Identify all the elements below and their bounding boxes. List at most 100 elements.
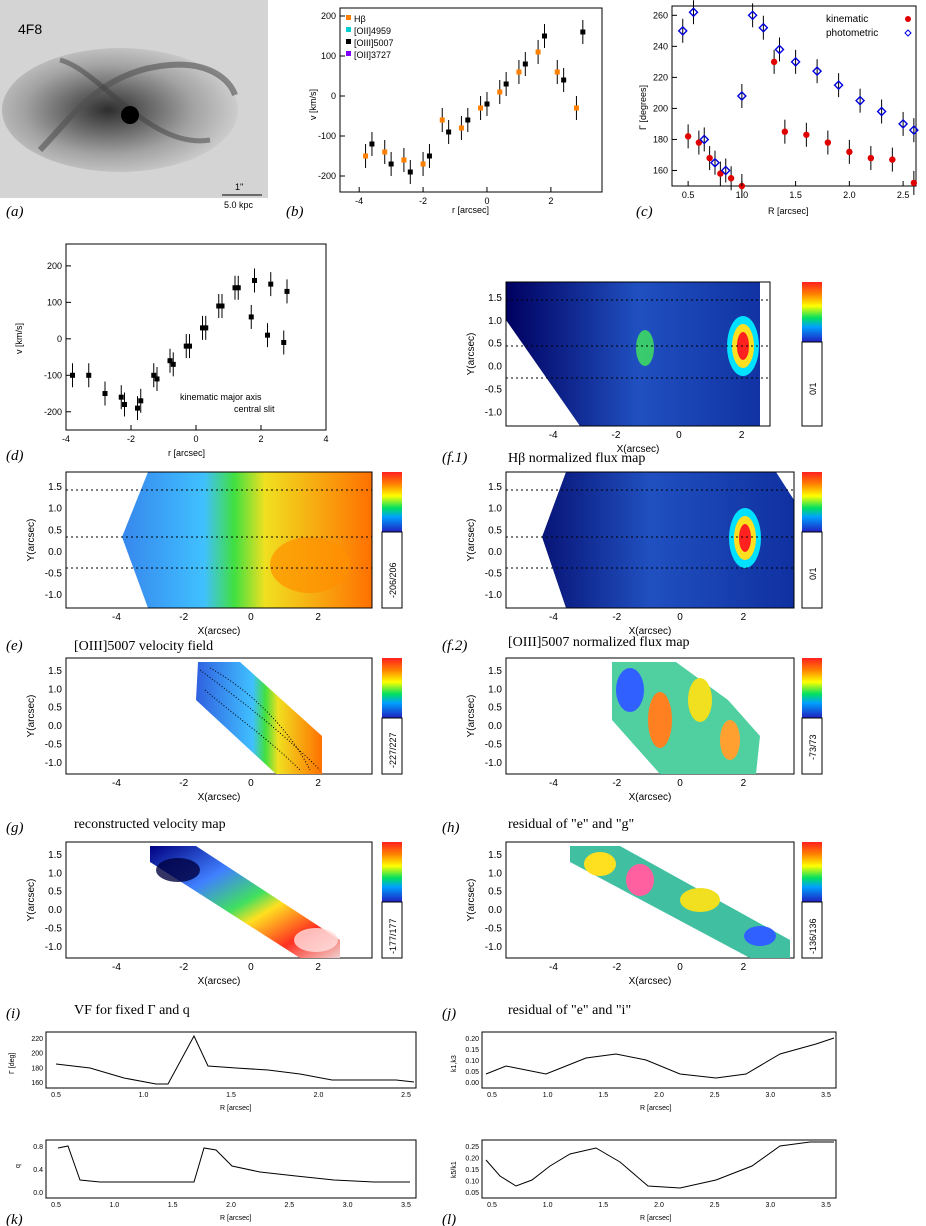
panel-j-cbar-range: -136/136 — [808, 918, 818, 954]
data-point — [699, 134, 710, 145]
strip-x-tick-label: 3.5 — [821, 1092, 831, 1099]
map-x-tick-label: -4 — [112, 962, 121, 973]
map-x-tick-label: -2 — [612, 778, 621, 789]
panel-e-cbar-range: -206/206 — [388, 562, 398, 598]
data-point — [727, 175, 735, 182]
map-x-tick-label: 0 — [248, 778, 254, 789]
strip-x-tick-label: 3.5 — [821, 1202, 831, 1209]
y-tick-label: -200 — [318, 171, 336, 181]
data-point — [154, 376, 160, 382]
map-y-tick-label: 0.5 — [48, 703, 62, 714]
strip-y-tick-label: 0.20 — [465, 1156, 479, 1163]
strip-gamma-ylabel: Γ [deg] — [9, 1053, 16, 1074]
x-tick-label: 2 — [548, 196, 553, 206]
data-point — [522, 61, 528, 67]
x-tick-label: -4 — [62, 434, 70, 444]
data-point — [281, 339, 287, 345]
panel-e-caption: [OIII]5007 velocity field — [74, 639, 213, 654]
data-point — [774, 44, 785, 55]
panel-g-cbar-range: -227/227 — [388, 732, 398, 768]
strip-k5: R [arcsec] k5/k1 — [451, 1139, 837, 1222]
strip-k5-ylabel: k5/k1 — [451, 1161, 458, 1178]
data-point — [167, 358, 173, 364]
map-y-tick-label: 1.5 — [48, 482, 62, 493]
map-y-tick-label: 0.5 — [488, 703, 502, 714]
panel-i-caption: VF for fixed Γ and q — [74, 1003, 190, 1018]
data-point — [889, 156, 896, 163]
map-x-axis-label: X(arcsec) — [198, 976, 241, 987]
map-y-tick-label: -0.5 — [45, 568, 63, 579]
strip-y-tick-label: 220 — [31, 1036, 43, 1043]
strip-y-tick-label: 0.0 — [33, 1190, 43, 1197]
data-point — [790, 56, 801, 67]
x-tick-label: -2 — [127, 434, 135, 444]
panel-c-xlabel: R [arcsec] — [768, 206, 809, 216]
map-y-tick-label: 1.0 — [48, 868, 62, 879]
panel-j-caption: residual of "e" and "i" — [508, 1003, 631, 1018]
y-tick-label: 100 — [47, 297, 62, 307]
strip-x-tick-label: 1.5 — [598, 1092, 608, 1099]
panel-j-map — [505, 841, 795, 959]
map-x-tick-label: 0 — [677, 962, 683, 973]
map-y-tick-label: -0.5 — [485, 740, 503, 751]
map-y-tick-label: 0.5 — [48, 887, 62, 898]
data-point — [758, 22, 769, 33]
data-point — [252, 277, 257, 283]
panel-j-label: (j) — [442, 1006, 456, 1022]
map-y-axis-label: Y(arcsec) — [26, 879, 37, 922]
x-tick-label: -4 — [355, 196, 363, 206]
panel-c-ylabel: Γ [degrees] — [638, 85, 648, 130]
panel-g-caption: reconstructed velocity map — [74, 817, 226, 832]
map-y-tick-label: 0.0 — [488, 905, 502, 916]
data-point — [248, 314, 254, 320]
strip-x-tick-label: 2.5 — [401, 1092, 411, 1099]
data-point — [747, 10, 758, 21]
strip-y-tick-label: 0.10 — [465, 1058, 479, 1065]
data-point — [138, 398, 144, 404]
map-x-tick-label: 0 — [248, 612, 254, 623]
y-tick-label: 200 — [47, 261, 62, 271]
map-x-axis-label: X(arcsec) — [198, 792, 241, 803]
panel-c: R [arcsec] Γ [degrees] kinematic photome… — [638, 0, 919, 216]
strip-y-tick-label: 0.8 — [33, 1144, 43, 1151]
map-x-tick-label: -4 — [549, 962, 558, 973]
data-point — [833, 80, 844, 91]
map-y-tick-label: -1.0 — [485, 590, 503, 601]
strip-x-tick-label: 3.5 — [401, 1202, 411, 1209]
map-x-tick-label: 0 — [248, 962, 254, 973]
strip-gamma-xlabel: R [arcsec] — [220, 1105, 252, 1112]
map-x-tick-label: -4 — [112, 612, 121, 623]
panel-l-label: (l) — [442, 1212, 456, 1226]
data-point — [151, 372, 157, 378]
map-x-tick-label: -2 — [179, 962, 188, 973]
y-tick-label: -200 — [44, 407, 62, 417]
data-point — [561, 77, 567, 83]
panel-b: r [arcsec] v [km/s] Hβ [OII]4959 [OIII]5… — [308, 7, 603, 215]
map-y-tick-label: -0.5 — [485, 568, 503, 579]
panel-f1-label: (f.1) — [442, 450, 467, 466]
legend-kinematic: kinematic — [826, 14, 868, 25]
map-x-tick-label: 0 — [677, 612, 683, 623]
strip-q-xlabel: R [arcsec] — [220, 1215, 252, 1222]
map-y-tick-label: -1.0 — [45, 758, 63, 769]
map-y-tick-label: 0.5 — [488, 887, 502, 898]
panel-i-colorbar: -177/177 — [381, 842, 403, 959]
panel-e-label: (e) — [6, 638, 23, 654]
panel-e-map — [65, 471, 373, 609]
data-point — [876, 106, 887, 117]
map-y-tick-label: -1.0 — [45, 590, 63, 601]
x-tick-label: 1.5 — [789, 190, 802, 200]
map-x-axis-label: X(arcsec) — [629, 626, 672, 637]
panel-f1-colorbar: 0/1 — [801, 282, 823, 427]
map-y-axis-label: Y(arcsec) — [466, 333, 477, 376]
map-x-tick-label: -2 — [179, 612, 188, 623]
strip-x-tick-label: 3.0 — [765, 1092, 775, 1099]
legend-photometric-marker — [904, 29, 912, 37]
strip-x-tick-label: 0.5 — [487, 1092, 497, 1099]
legend-oii4959: [OII]4959 — [354, 26, 391, 36]
panel-d-ylabel: v [km/s] — [14, 323, 24, 354]
map-y-tick-label: 1.0 — [488, 868, 502, 879]
panel-h-map — [505, 657, 795, 775]
strip-x-tick-label: 0.5 — [487, 1202, 497, 1209]
panel-b-xlabel: r [arcsec] — [452, 205, 489, 215]
